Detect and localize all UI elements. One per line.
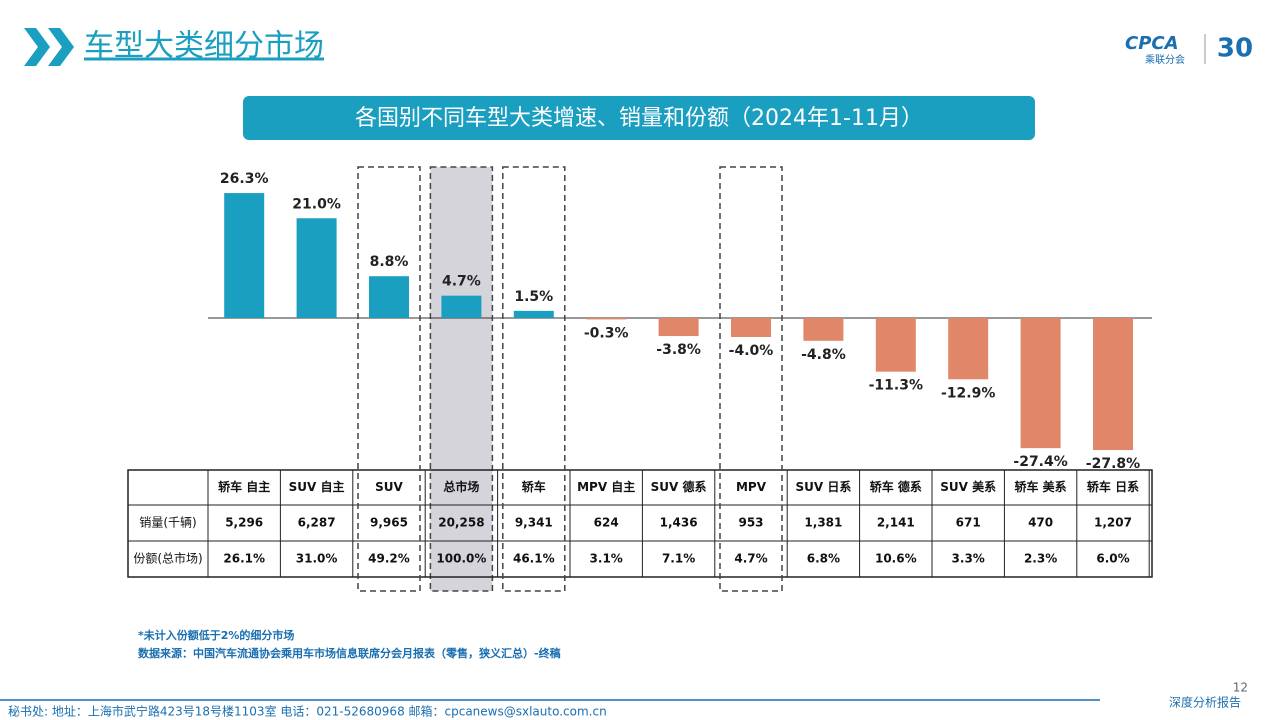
table-cell: 10.6%	[875, 552, 917, 566]
value-label: -12.9%	[941, 385, 995, 401]
table-cell: 953	[738, 516, 763, 530]
table-cell: 624	[594, 516, 619, 530]
page-title: 车型大类细分市场	[84, 29, 324, 64]
bar	[224, 193, 265, 318]
value-label: 8.8%	[370, 254, 409, 270]
footer-report: 深度分析报告	[1169, 695, 1241, 710]
header-icon	[24, 28, 74, 66]
value-label: -0.3%	[584, 325, 629, 341]
table-header-cell: MPV 自主	[577, 479, 635, 494]
bar	[513, 310, 554, 318]
table-cell: 1,207	[1094, 516, 1132, 530]
value-label: -4.8%	[801, 347, 846, 363]
bar	[296, 218, 337, 318]
bar	[875, 318, 916, 372]
highlight-box	[719, 166, 783, 592]
value-label: 21.0%	[292, 196, 341, 212]
bar	[658, 318, 699, 337]
table-header-cell: SUV 美系	[940, 479, 996, 494]
table-cell: 20,258	[438, 516, 484, 530]
highlight-box	[502, 166, 566, 592]
chart-title-banner	[243, 96, 1035, 140]
note: *未计入份额低于2%的细分市场	[138, 628, 294, 642]
table-cell: 9,965	[370, 516, 408, 530]
table-cell: 6.0%	[1096, 552, 1129, 566]
bar	[1093, 318, 1133, 451]
shaded-column	[429, 166, 494, 592]
table-cell: 6.8%	[807, 552, 840, 566]
note: 数据来源：中国汽车流通协会乘用车市场信息联席分会月报表（零售，狭义汇总）-终稿	[138, 646, 561, 660]
table-border	[127, 469, 1153, 578]
logo-sub: 乘联分会	[1145, 53, 1185, 66]
table-cell: 470	[1028, 516, 1053, 530]
value-label: -11.3%	[869, 378, 923, 394]
table-header-cell: 轿车 德系	[870, 479, 922, 494]
chart: 26.3% 21.0% 8.8% 4.7% 1.5% -0.3% -3.8% -4.0% -4.…	[127, 166, 1153, 592]
table-cell: 1,381	[804, 516, 842, 530]
bar	[1020, 318, 1061, 449]
highlight-box	[357, 166, 421, 592]
bar	[441, 295, 482, 318]
logo-anniversary: 30	[1217, 34, 1253, 64]
table-cell: 7.1%	[662, 552, 695, 566]
table-header-cell: 轿车	[522, 479, 546, 494]
table-header-cell: 轿车 日系	[1087, 479, 1139, 494]
page-number: 12	[1233, 681, 1248, 695]
value-label: 26.3%	[220, 171, 269, 187]
table-cell: 31.0%	[296, 552, 338, 566]
table-cell: 4.7%	[734, 552, 767, 566]
table-header-cell: MPV	[736, 480, 767, 494]
table-cell: 2.3%	[1024, 552, 1057, 566]
table-cell: 49.2%	[368, 552, 410, 566]
table-cell: 46.1%	[513, 552, 555, 566]
table-cell: 3.3%	[952, 552, 985, 566]
bar	[948, 318, 989, 380]
table-cell: 3.1%	[590, 552, 623, 566]
table-row-label: 销量(千辆)	[139, 516, 196, 530]
table-header-cell: 轿车 自主	[218, 479, 270, 494]
footer-address: 秘书处: 地址：上海市武宁路423号18号楼1103室 电话：021-52680…	[8, 704, 607, 719]
value-label: -4.0%	[729, 343, 774, 359]
table-cell: 671	[956, 516, 981, 530]
table-cell: 5,296	[225, 516, 263, 530]
bar	[369, 276, 409, 318]
table-cell: 9,341	[515, 516, 553, 530]
table-header-cell: SUV	[375, 480, 403, 494]
table-header-cell: SUV 日系	[795, 479, 851, 494]
bar	[803, 318, 844, 341]
table-header-cell: 轿车 美系	[1015, 479, 1067, 494]
table-header-cell: 总市场	[443, 479, 479, 494]
bar	[731, 318, 771, 337]
table-row-label: 份额(总市场)	[133, 551, 202, 566]
value-label: 1.5%	[514, 289, 553, 305]
table-header-cell: SUV 德系	[651, 479, 707, 494]
value-label: -27.8%	[1086, 456, 1140, 472]
table-cell: 2,141	[877, 516, 915, 530]
chart-title: 各国别不同车型大类增速、销量和份额（2024年1-11月）	[355, 106, 923, 131]
table-header-cell: SUV 自主	[289, 479, 345, 494]
logo: CPCA	[1125, 33, 1179, 54]
bar	[586, 318, 627, 320]
table-cell: 26.1%	[223, 552, 265, 566]
value-label: -3.8%	[656, 342, 701, 358]
value-label: -27.4%	[1013, 454, 1067, 470]
table-cell: 1,436	[660, 516, 698, 530]
table-cell: 6,287	[298, 516, 336, 530]
table-cell: 100.0%	[436, 552, 486, 566]
value-label: 4.7%	[442, 274, 481, 290]
